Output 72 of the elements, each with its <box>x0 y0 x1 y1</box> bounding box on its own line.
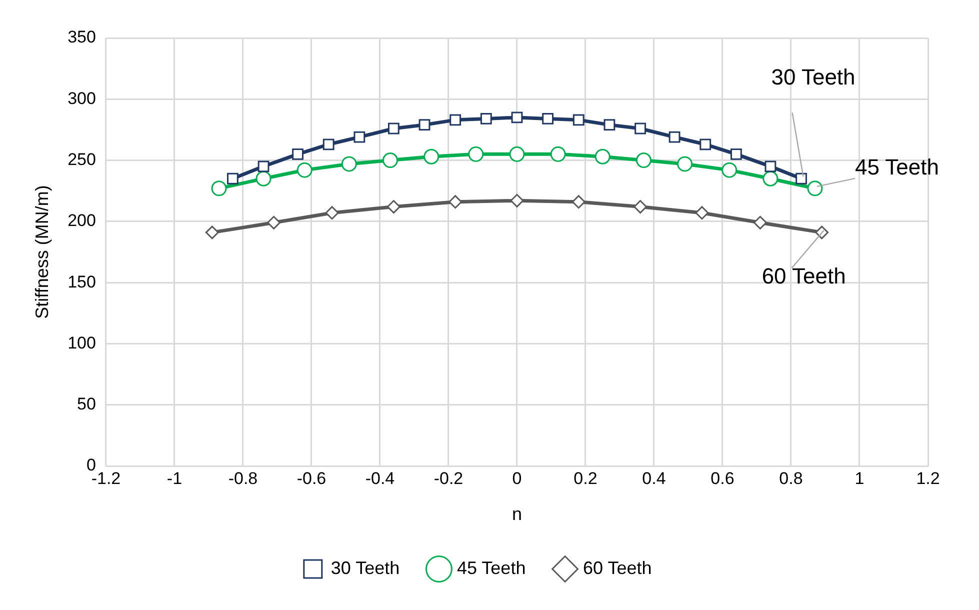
point <box>354 131 366 143</box>
point <box>386 200 400 214</box>
point <box>572 195 586 209</box>
y-tick-label: 0 <box>86 456 96 475</box>
point <box>388 122 400 134</box>
point <box>205 226 219 240</box>
point <box>296 162 312 178</box>
point <box>258 160 270 172</box>
point <box>594 148 610 164</box>
point <box>764 160 776 172</box>
point <box>256 170 272 186</box>
point <box>450 114 462 126</box>
point <box>510 194 524 208</box>
point <box>796 172 807 184</box>
x-tick-label: -0.8 <box>228 468 258 488</box>
annotation: 60 Teeth <box>762 263 846 288</box>
point <box>636 152 652 168</box>
point <box>226 172 238 184</box>
point <box>267 216 281 230</box>
point <box>542 113 554 124</box>
x-tick-label: 0.6 <box>710 468 734 488</box>
annotation: 45 Teeth <box>854 154 939 180</box>
x-tick-label: 1 <box>854 468 864 488</box>
y-axis-title: Stiffness (MN/m) <box>32 185 52 319</box>
point <box>325 206 339 220</box>
point <box>424 148 440 164</box>
point <box>634 122 646 134</box>
y-tick-label: 200 <box>68 211 96 230</box>
x-tick-label: -0.4 <box>365 468 395 488</box>
y-tick-label: 350 <box>68 28 96 47</box>
y-tick-label: 100 <box>68 333 96 352</box>
x-tick-label: 0.8 <box>779 468 803 488</box>
x-tick-label: -1 <box>166 468 182 488</box>
x-tick-label: 0.2 <box>574 468 598 488</box>
x-tick-label: -0.6 <box>296 468 326 488</box>
x-tick-label: -0.2 <box>434 468 464 488</box>
point <box>695 206 709 220</box>
point <box>730 148 742 160</box>
y-tick-label: 250 <box>68 150 96 169</box>
point <box>292 148 304 160</box>
point <box>722 162 738 178</box>
point <box>634 200 648 214</box>
point <box>807 180 823 196</box>
point <box>700 138 712 150</box>
y-tick-label: 300 <box>68 88 96 108</box>
point <box>509 146 525 162</box>
point <box>511 112 523 124</box>
point <box>418 119 430 131</box>
x-tick-label: 1.2 <box>916 468 940 488</box>
point <box>753 216 767 230</box>
x-tick-label: 0 <box>512 468 522 488</box>
point <box>448 195 462 209</box>
annotation: 30 Teeth <box>771 64 856 90</box>
legend-label: 45 Teeth <box>456 558 526 578</box>
legend-label: 30 Teeth <box>330 558 400 578</box>
point <box>677 156 693 172</box>
x-tick-label: 0.4 <box>642 468 666 488</box>
point <box>668 131 680 143</box>
point <box>604 119 616 131</box>
point <box>468 146 484 162</box>
point <box>322 138 334 150</box>
point <box>211 180 227 196</box>
point <box>550 146 566 162</box>
point <box>382 152 398 168</box>
point <box>572 114 584 126</box>
x-axis-title: n <box>512 504 522 524</box>
point <box>341 156 357 172</box>
point <box>480 113 492 124</box>
legend-label: 60 Teeth <box>583 558 652 578</box>
y-tick-label: 50 <box>77 394 96 414</box>
point <box>762 170 778 186</box>
y-tick-label: 150 <box>68 272 96 292</box>
